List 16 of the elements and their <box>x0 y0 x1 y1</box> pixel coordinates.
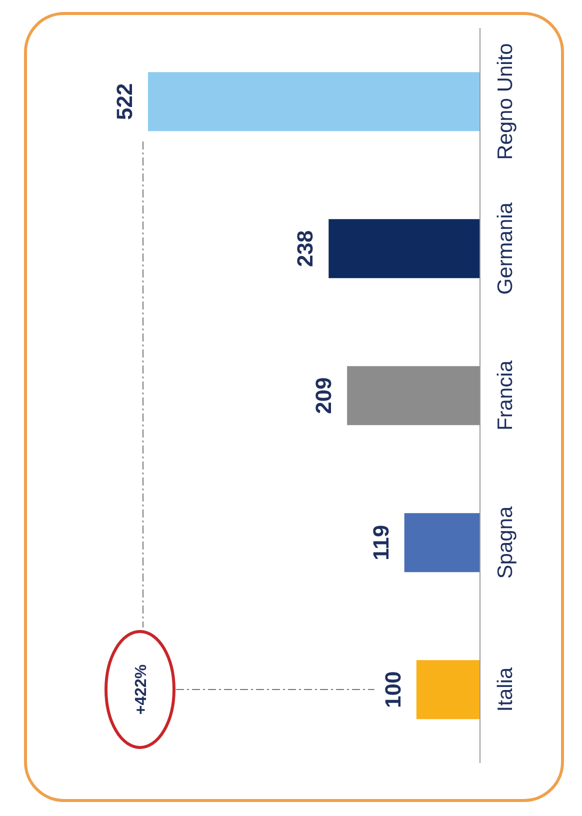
y-tick-label: Italia <box>494 667 517 712</box>
y-tick-label: Francia <box>494 360 517 431</box>
y-tick-label: Germania <box>494 202 517 295</box>
data-label: 119 <box>368 524 394 560</box>
data-label: 209 <box>311 377 336 414</box>
bar <box>404 513 480 572</box>
data-label: 522 <box>112 83 137 120</box>
bar <box>416 660 480 720</box>
data-label: 238 <box>292 230 318 267</box>
annotation: +422% <box>133 664 150 715</box>
bar <box>328 219 480 278</box>
bar <box>148 72 480 132</box>
bar <box>347 366 480 426</box>
y-tick-label: Regno Unito <box>494 43 517 160</box>
data-label: 100 <box>380 671 406 708</box>
y-tick-label: Spagna <box>494 506 517 579</box>
